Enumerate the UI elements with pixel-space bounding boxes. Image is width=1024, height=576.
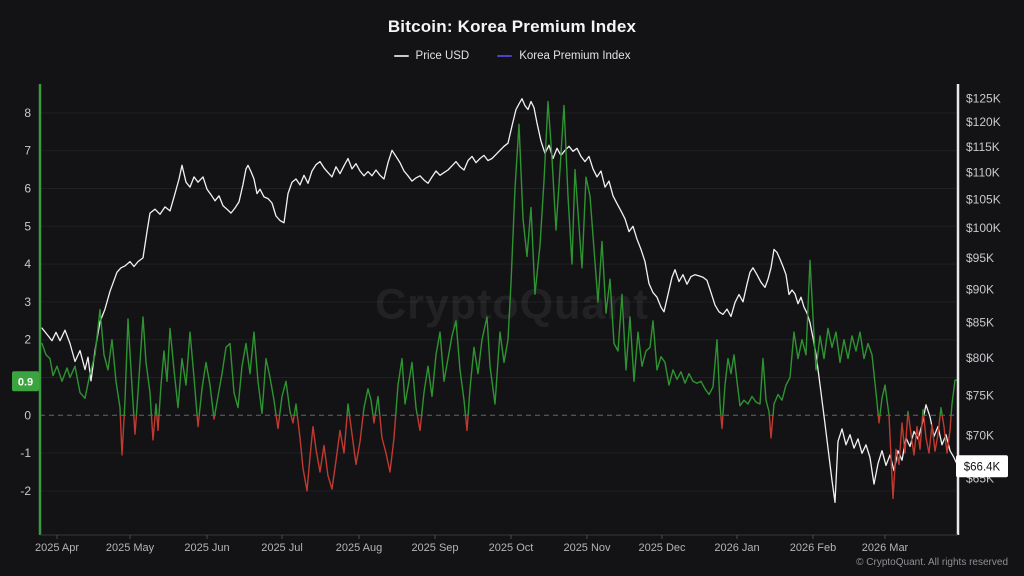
- korea-premium-line-segment: [348, 414, 364, 466]
- price-usd-line: [41, 98, 959, 504]
- korea-premium-line-segment: [768, 414, 774, 439]
- left-axis-tick-label: 7: [24, 144, 31, 158]
- x-axis-label: 2026 Feb: [790, 542, 836, 554]
- legend-item-price-usd[interactable]: Price USD: [393, 50, 470, 62]
- korea-premium-line-segment: [196, 414, 200, 428]
- right-axis-tick-label: $120K: [966, 115, 1001, 129]
- korea-premium-line-segment: [275, 414, 281, 430]
- x-axis-label: 2026 Mar: [862, 542, 909, 554]
- korea-premium-line-segment: [374, 395, 381, 416]
- right-axis-tick-label: $115K: [966, 140, 1000, 154]
- right-axis-tick-label: $95K: [966, 251, 994, 265]
- korea-premium-line-segment: [907, 410, 910, 416]
- korea-premium-line-segment: [922, 414, 941, 454]
- price-usd-swatch-icon: [393, 55, 409, 57]
- x-axis-label: 2025 May: [106, 542, 155, 554]
- left-axis-tick-label: 3: [24, 295, 31, 309]
- korea-premium-line-segment: [119, 414, 125, 456]
- korea-premium-line-segment: [296, 414, 348, 492]
- korea-premium-line-segment: [395, 357, 418, 416]
- legend-item-korea-premium-index[interactable]: Korea Premium Index: [497, 50, 630, 62]
- korea-premium-line-segment: [464, 414, 469, 432]
- korea-premium-line-segment: [722, 354, 770, 416]
- korea-premium-line-segment: [939, 407, 943, 416]
- right-axis-tick-label: $80K: [966, 351, 994, 365]
- korea-premium-line-segment: [907, 414, 924, 456]
- x-axis-label: 2025 Aug: [336, 542, 383, 554]
- right-axis-tick-label: $75K: [966, 388, 994, 402]
- korea-premium-line-segment: [290, 414, 295, 424]
- copyright-notice: © CryptoQuant. All rights reserved: [856, 557, 1008, 568]
- chart-legend: Price USD Korea Premium Index: [0, 50, 1024, 62]
- left-axis-tick-label: -2: [20, 484, 31, 498]
- premium-current-value-badge: [12, 371, 39, 392]
- korea-premium-line-segment: [888, 414, 909, 500]
- x-axis-label: 2025 Sep: [411, 542, 458, 554]
- korea-premium-line-segment: [416, 414, 423, 432]
- left-axis-tick-label: 4: [24, 257, 31, 271]
- right-axis-tick-label: $105K: [966, 193, 1001, 207]
- korea-premium-line-segment: [198, 361, 215, 416]
- korea-premium-line-segment: [420, 320, 467, 416]
- korea-premium-line-segment: [362, 388, 374, 416]
- korea-premium-line-segment: [877, 414, 881, 424]
- x-axis-label: 2025 Apr: [35, 542, 79, 554]
- korea-premium-line-segment: [41, 308, 121, 416]
- right-axis-tick-label: $70K: [966, 429, 994, 443]
- right-axis-tick-label: $110K: [966, 166, 1000, 180]
- right-axis-tick-label: $90K: [966, 282, 994, 296]
- korea-premium-line-segment: [941, 414, 952, 454]
- x-axis-label: 2025 Jun: [184, 542, 229, 554]
- korea-premium-line-segment: [154, 403, 158, 416]
- korea-premium-line-segment: [772, 259, 879, 416]
- x-axis-label: 2025 Dec: [638, 542, 686, 554]
- left-axis-tick-label: -1: [20, 446, 31, 460]
- legend-label-korea-premium-index: Korea Premium Index: [519, 50, 631, 62]
- korea-premium-line-segment: [150, 414, 156, 441]
- korea-premium-line-segment: [278, 380, 292, 416]
- left-axis-tick-label: 6: [24, 182, 31, 196]
- korea-premium-line-segment: [293, 403, 298, 416]
- x-axis-label: 2025 Jul: [261, 542, 303, 554]
- korea-premium-line-segment: [379, 414, 397, 473]
- left-axis-tick-label: 5: [24, 219, 31, 233]
- legend-label-price-usd: Price USD: [415, 50, 470, 62]
- x-axis-label: 2025 Oct: [489, 542, 534, 554]
- korea-premium-line-segment: [214, 331, 277, 416]
- korea-premium-line-segment: [720, 414, 724, 430]
- korea-premium-line-segment: [921, 408, 925, 416]
- korea-premium-line-segment: [123, 318, 135, 416]
- korea-premium-line-segment: [372, 414, 376, 424]
- left-axis-tick-label: 8: [24, 106, 31, 120]
- korea-premium-line-segment: [135, 316, 153, 416]
- left-axis-tick-label: 2: [24, 333, 31, 347]
- price-current-value-badge: [956, 455, 1008, 478]
- korea-premium-swatch-icon: [497, 55, 513, 57]
- korea-premium-line-segment: [156, 414, 160, 432]
- x-axis-label: 2026 Jan: [714, 542, 759, 554]
- korea-premium-line-segment: [212, 414, 216, 420]
- korea-premium-line-segment: [158, 327, 198, 416]
- korea-premium-line-segment: [133, 414, 138, 435]
- page-title: Bitcoin: Korea Premium Index: [387, 17, 637, 36]
- left-axis-tick-label: 0: [24, 408, 31, 422]
- korea-premium-line-segment: [879, 384, 890, 416]
- korea-premium-line-segment: [950, 379, 959, 416]
- right-axis-tick-label: $85K: [966, 316, 994, 330]
- right-axis-tick-label: $100K: [966, 221, 1001, 235]
- korea-premium-line-segment: [346, 403, 351, 416]
- premium-current-value-text: 0.9: [18, 376, 33, 388]
- x-axis-label: 2025 Nov: [563, 542, 611, 554]
- price-current-value-text: $66.4K: [964, 461, 1001, 473]
- right-axis-tick-label: $125K: [966, 91, 1001, 105]
- korea-premium-line-segment: [467, 100, 722, 416]
